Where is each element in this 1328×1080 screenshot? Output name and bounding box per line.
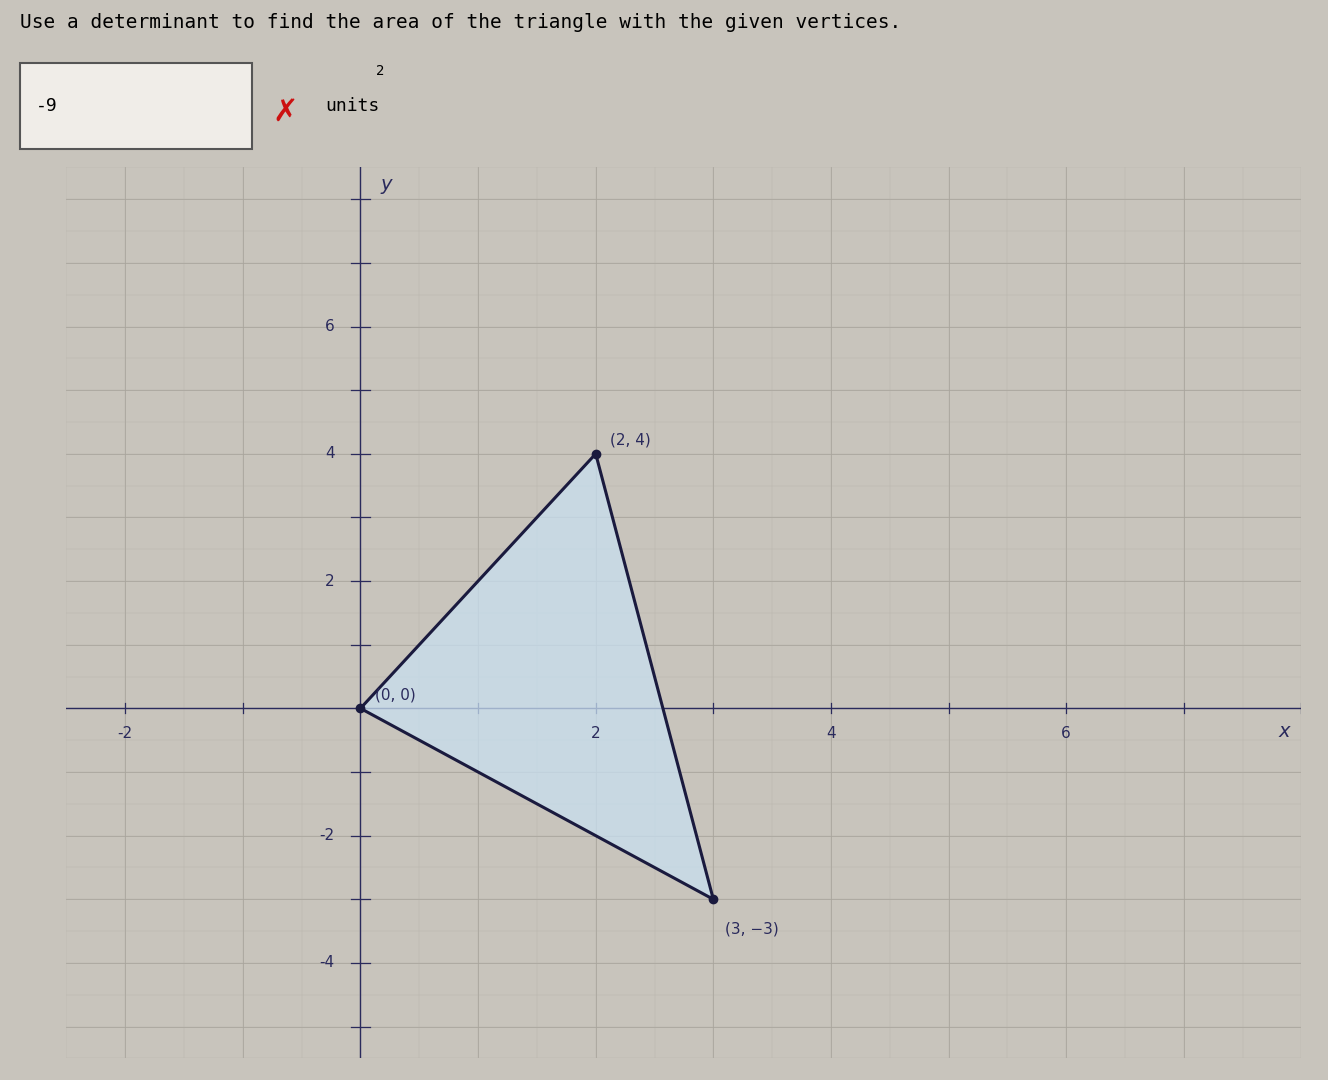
Text: (2, 4): (2, 4) [610, 432, 651, 447]
Text: 2: 2 [325, 573, 335, 589]
Text: (3, −3): (3, −3) [725, 921, 778, 936]
Text: -2: -2 [320, 828, 335, 843]
Text: 6: 6 [1061, 726, 1072, 741]
Text: (0, 0): (0, 0) [374, 687, 416, 702]
Text: 6: 6 [325, 319, 335, 334]
Text: 4: 4 [826, 726, 835, 741]
Text: ✗: ✗ [272, 97, 297, 126]
Text: -4: -4 [320, 956, 335, 971]
Text: y: y [381, 175, 392, 194]
Text: 2: 2 [591, 726, 600, 741]
Text: 4: 4 [325, 446, 335, 461]
Polygon shape [360, 454, 713, 900]
FancyBboxPatch shape [20, 63, 252, 149]
Text: -2: -2 [118, 726, 133, 741]
Text: units: units [325, 97, 380, 114]
Text: Use a determinant to find the area of the triangle with the given vertices.: Use a determinant to find the area of th… [20, 13, 902, 31]
Text: -9: -9 [36, 97, 57, 114]
Text: 2: 2 [376, 64, 384, 78]
Text: x: x [1278, 723, 1289, 741]
